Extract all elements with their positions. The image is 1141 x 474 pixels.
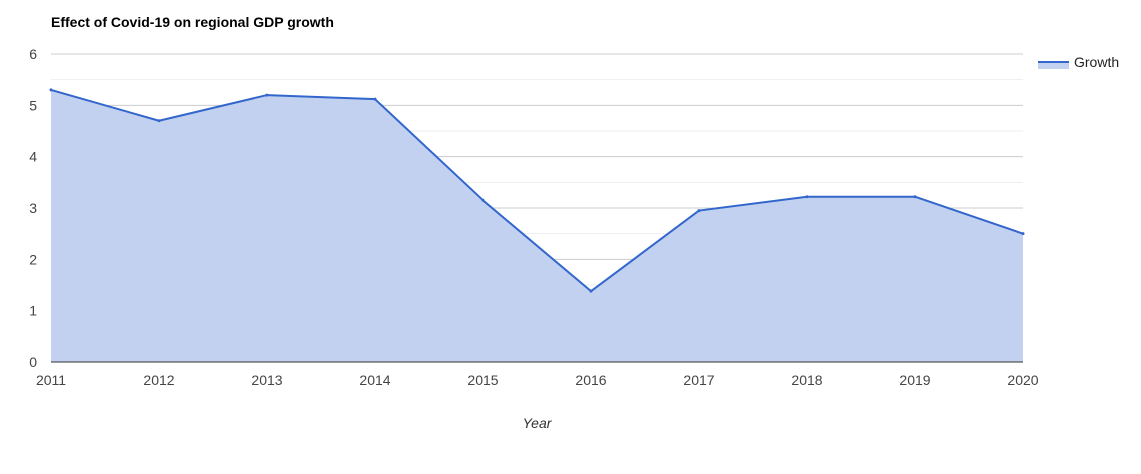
series-area-0[interactable]	[51, 89, 1023, 362]
y-tick-label: 5	[29, 97, 37, 113]
y-tick-label: 3	[29, 200, 37, 216]
data-point-2018[interactable]	[805, 195, 809, 199]
data-point-2017[interactable]	[697, 209, 701, 213]
data-point-2020[interactable]	[1021, 232, 1025, 236]
x-tick-label: 2011	[36, 372, 66, 388]
x-tick-label: 2016	[575, 372, 606, 388]
x-tick-label: 2020	[1007, 372, 1038, 388]
x-tick-label: 2014	[359, 372, 390, 388]
y-tick-label: 2	[29, 251, 37, 267]
data-point-2019[interactable]	[913, 195, 917, 199]
x-axis-title: Year	[523, 415, 553, 431]
area-layer	[51, 89, 1023, 362]
x-tick-label: 2015	[467, 372, 498, 388]
series-line-0[interactable]	[50, 88, 1024, 293]
legend-label-growth: Growth	[1074, 54, 1119, 70]
chart-title: Effect of Covid-19 on regional GDP growt…	[51, 14, 334, 30]
y-tick-label: 1	[29, 303, 37, 319]
y-tick-label: 0	[29, 354, 37, 370]
y-tick-label: 4	[29, 149, 37, 165]
x-tick-label: 2017	[683, 372, 714, 388]
data-point-2015[interactable]	[481, 198, 485, 202]
data-point-2012[interactable]	[157, 119, 161, 123]
data-point-2016[interactable]	[589, 289, 593, 293]
x-axis-ticks: 2011 2012 2013 2014 2015 2016 2017 2018 2019 2020	[36, 372, 1039, 388]
x-tick-label: 2013	[251, 372, 282, 388]
x-tick-label: 2018	[791, 372, 822, 388]
y-axis-ticks: 0 1 2 3 4 5 6	[29, 46, 37, 370]
legend-swatch	[1038, 62, 1069, 69]
data-point-2013[interactable]	[265, 93, 269, 97]
x-tick-label: 2019	[899, 372, 930, 388]
data-point-2011[interactable]	[49, 88, 53, 92]
line-layer	[49, 88, 1025, 293]
y-tick-label: 6	[29, 46, 37, 62]
data-point-2014[interactable]	[373, 97, 377, 101]
x-tick-label: 2012	[143, 372, 174, 388]
legend[interactable]: Growth	[1038, 54, 1119, 70]
